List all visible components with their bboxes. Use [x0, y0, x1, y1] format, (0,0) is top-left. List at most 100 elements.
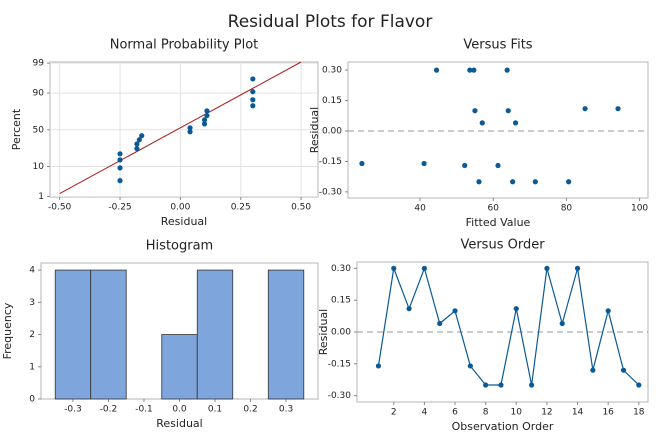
x-tick-label: -0.25	[108, 203, 131, 213]
data-point	[472, 108, 478, 114]
data-point	[471, 67, 477, 73]
data-point	[421, 265, 427, 271]
data-point	[590, 367, 596, 373]
data-point	[483, 382, 489, 388]
x-tick-label: 8	[483, 408, 489, 418]
x-tick-label: 2	[391, 408, 397, 418]
data-point	[498, 382, 504, 388]
y-tick-label: 1	[29, 362, 35, 372]
data-point	[559, 320, 565, 327]
x-tick-label: 16	[602, 408, 614, 418]
x-tick-label: 40	[414, 204, 426, 214]
data-point	[359, 160, 365, 167]
x-tick-label: 0.25	[231, 203, 251, 213]
data-point	[532, 179, 538, 185]
data-point	[421, 160, 427, 167]
panel-title: Versus Order	[460, 238, 545, 253]
x-axis-label: Residual	[156, 417, 202, 430]
x-axis-label: Observation Order	[452, 420, 554, 433]
data-point	[250, 103, 256, 109]
data-point	[250, 97, 256, 103]
data-point	[406, 306, 412, 312]
x-tick-label: 0.2	[243, 405, 257, 415]
data-point	[479, 120, 485, 126]
data-point	[582, 106, 588, 112]
data-point	[566, 179, 572, 185]
y-tick-label: 0.15	[331, 296, 351, 306]
data-point	[615, 106, 621, 112]
x-tick-label: -0.3	[64, 405, 82, 415]
data-point	[462, 162, 468, 169]
data-point	[201, 121, 208, 127]
y-tick-label: -0.30	[319, 187, 343, 197]
x-axis-label: Fitted Value	[466, 216, 531, 229]
y-tick-label: -0.30	[328, 391, 352, 401]
histogram-bar	[90, 269, 127, 400]
data-point	[452, 308, 458, 314]
y-tick-label: 0	[29, 395, 35, 405]
data-point	[605, 308, 611, 314]
data-point	[117, 157, 123, 163]
y-tick-label: 99	[33, 59, 45, 69]
x-tick-label: 10	[511, 408, 523, 418]
x-tick-label: 12	[541, 408, 552, 418]
histogram-bar	[54, 269, 92, 400]
x-tick-label: 0.0	[172, 405, 187, 415]
panel-title: Normal Probability Plot	[110, 38, 259, 53]
y-tick-label: 0.30	[322, 66, 342, 76]
y-tick-label: -0.15	[328, 359, 351, 369]
data-point	[375, 363, 382, 369]
y-tick-label: 0.00	[322, 127, 342, 137]
fit-line	[59, 61, 302, 195]
x-tick-label: -0.50	[48, 203, 72, 213]
data-point	[513, 306, 519, 312]
y-tick-label: 2	[29, 330, 35, 340]
panel-title: Versus Fits	[463, 38, 532, 53]
data-point	[117, 178, 123, 184]
data-point	[117, 165, 123, 171]
data-point	[204, 112, 210, 119]
x-tick-label: 80	[561, 204, 573, 214]
y-tick-label: 3	[29, 298, 35, 308]
data-point	[117, 151, 123, 157]
y-tick-label: -0.15	[319, 157, 342, 167]
x-tick-label: 6	[452, 408, 458, 418]
x-tick-label: 14	[572, 408, 584, 418]
y-axis-label: Residual	[317, 309, 330, 355]
y-axis-label: Residual	[308, 107, 321, 153]
data-point	[636, 382, 642, 388]
plot-area	[347, 61, 649, 199]
histogram-bar	[267, 269, 305, 400]
y-tick-label: 50	[33, 125, 45, 135]
data-point	[467, 363, 473, 369]
data-point	[201, 117, 208, 123]
data-point	[250, 89, 256, 95]
data-point	[437, 320, 443, 327]
data-point	[139, 133, 145, 139]
x-tick-label: 0.00	[170, 203, 190, 213]
data-point	[187, 129, 193, 135]
y-tick-label: 0.30	[331, 264, 351, 274]
x-tick-label: 0.3	[279, 405, 293, 415]
data-point	[134, 146, 140, 152]
x-tick-label: 18	[633, 408, 645, 418]
data-point	[391, 265, 397, 271]
data-point	[250, 76, 256, 82]
histogram-bar	[161, 334, 198, 400]
y-tick-label: 0.00	[331, 328, 351, 338]
data-point	[505, 108, 511, 114]
data-point	[495, 162, 501, 169]
y-tick-label: 1	[38, 192, 44, 202]
data-point	[136, 137, 142, 143]
x-tick-label: 0.1	[208, 405, 222, 415]
data-point	[620, 367, 627, 373]
y-tick-label: 90	[33, 89, 45, 99]
x-tick-label: -0.1	[135, 405, 153, 415]
x-tick-label: 0.50	[291, 203, 311, 213]
data-point	[510, 179, 516, 185]
data-point	[433, 67, 440, 73]
panel-title: Histogram	[146, 239, 213, 254]
data-point	[574, 265, 581, 271]
data-point	[529, 382, 535, 388]
y-axis-label: Percent	[10, 108, 23, 150]
